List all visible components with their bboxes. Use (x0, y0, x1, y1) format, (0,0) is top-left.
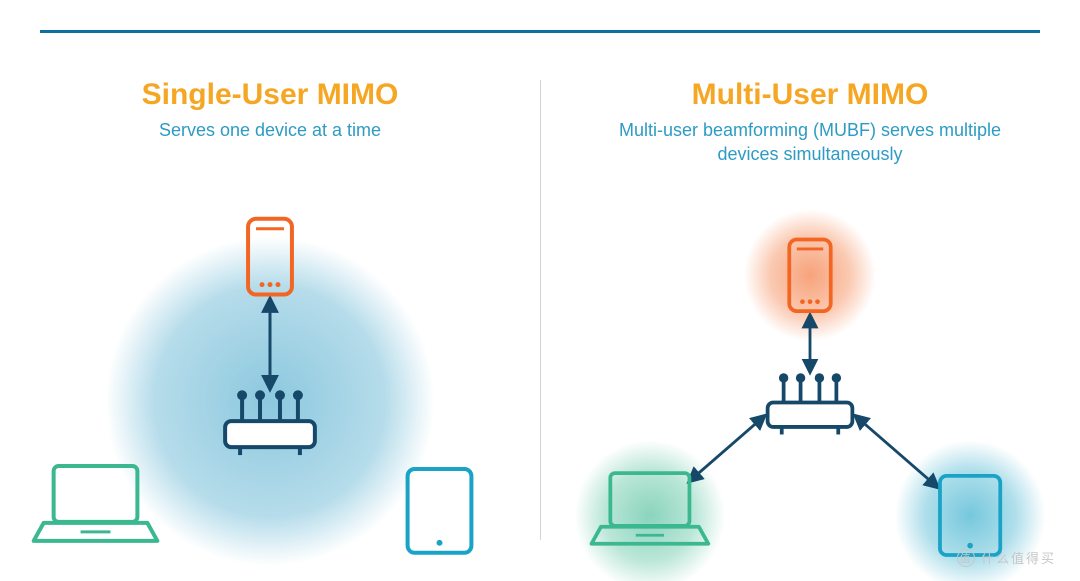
left-subtitle: Serves one device at a time (159, 118, 381, 142)
right-subtitle: Multi-user beamforming (MUBF) serves mul… (600, 118, 1020, 167)
laptop-icon (34, 466, 158, 541)
left-title: Single-User MIMO (142, 78, 399, 112)
watermark-text: 什么值得买 (981, 548, 1056, 567)
top-rule (40, 30, 1040, 33)
tablet-icon (408, 469, 472, 553)
signal-arrow (855, 415, 938, 487)
watermark-logo-icon: 值 (957, 549, 975, 567)
panels: Single-User MIMO Serves one device at a … (0, 60, 1080, 581)
beam-laptop (575, 440, 726, 581)
right-title: Multi-User MIMO (692, 78, 929, 112)
left-scene-svg (0, 142, 540, 581)
right-scene-svg (540, 167, 1080, 581)
router-icon (768, 373, 853, 434)
left-scene (0, 142, 540, 581)
right-scene (540, 167, 1080, 581)
panel-left: Single-User MIMO Serves one device at a … (0, 60, 540, 581)
signal-arrow (689, 415, 765, 481)
panel-right: Multi-User MIMO Multi-user beamforming (… (540, 60, 1080, 581)
watermark: 值 什么值得买 (957, 548, 1056, 567)
